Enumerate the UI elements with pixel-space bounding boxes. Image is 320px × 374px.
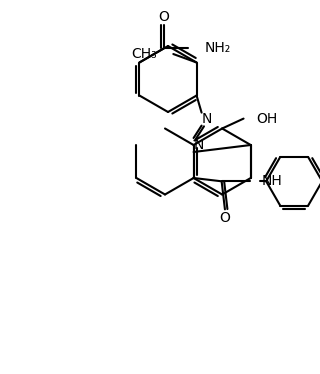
Text: N: N [193, 138, 204, 152]
Text: O: O [158, 10, 169, 24]
Text: NH: NH [262, 174, 283, 188]
Text: O: O [220, 211, 230, 226]
Text: N: N [201, 111, 212, 126]
Text: NH₂: NH₂ [204, 42, 231, 55]
Text: CH₃: CH₃ [132, 47, 157, 61]
Text: OH: OH [257, 111, 278, 126]
